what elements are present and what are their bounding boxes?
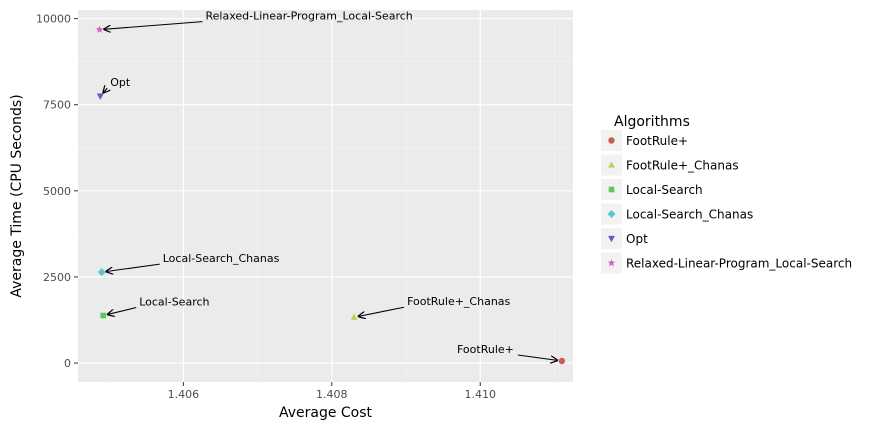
annotation-label: Local-Search_Chanas [163,252,280,265]
legend-marker [608,186,615,193]
data-point [350,313,358,320]
data-point [558,357,566,365]
legend-entry: Relaxed-Linear-Program_Local-Search [626,257,852,271]
annotation-label: FootRule+_Chanas [407,295,510,308]
axis-ticks: 1.406 1.408 1.410 0 2500 5000 7500 10000 [36,13,496,401]
annotation-arrow [358,306,405,316]
legend-title: Algorithms [614,114,690,130]
annotation-label: FootRule+ [457,343,514,356]
annotation-label: Relaxed-Linear-Program_Local-Search [206,10,413,23]
annotation-label: Opt [110,76,131,89]
major-gridlines [78,10,573,382]
y-tick-label: 10000 [36,13,71,26]
data-point [96,93,104,100]
data-points [95,25,566,365]
x-axis-title: Average Cost [279,405,373,421]
y-tick-label: 7500 [43,99,71,112]
legend-entry: FootRule+_Chanas [626,159,739,173]
data-point [100,312,107,319]
plot-panel [78,10,573,382]
legend-marker [608,161,615,168]
legend-entry: Opt [626,232,648,246]
minor-gridlines [78,10,573,382]
legend-marker [608,137,615,144]
legend-marker [608,235,615,243]
y-tick-label: 0 [64,357,71,370]
data-point [95,25,104,33]
y-tick-label: 2500 [43,271,71,284]
legend: Algorithms FootRule+ FootRule+_Chanas Loca… [601,114,852,274]
annotation-arrow [106,263,160,271]
legend-entry: Local-Search [626,183,703,197]
legend-marker [607,210,616,218]
x-tick-label: 1.410 [464,388,496,401]
annotation-arrow [103,88,107,93]
x-tick-label: 1.408 [316,388,348,401]
y-axis-title: Average Time (CPU Seconds) [9,94,25,297]
x-tick-label: 1.406 [168,388,200,401]
data-point [97,268,106,277]
y-tick-label: 5000 [43,185,71,198]
legend-marker [607,259,616,267]
annotation-label: Local-Search [139,296,209,309]
annotations: FootRule+ FootRule+_Chanas Local-Search Loc… [103,10,557,361]
annotation-arrow [104,21,203,30]
annotation-arrow [108,306,137,315]
annotation-arrow [517,354,558,360]
legend-entry: Local-Search_Chanas [626,208,753,222]
legend-entry: FootRule+ [626,134,688,148]
